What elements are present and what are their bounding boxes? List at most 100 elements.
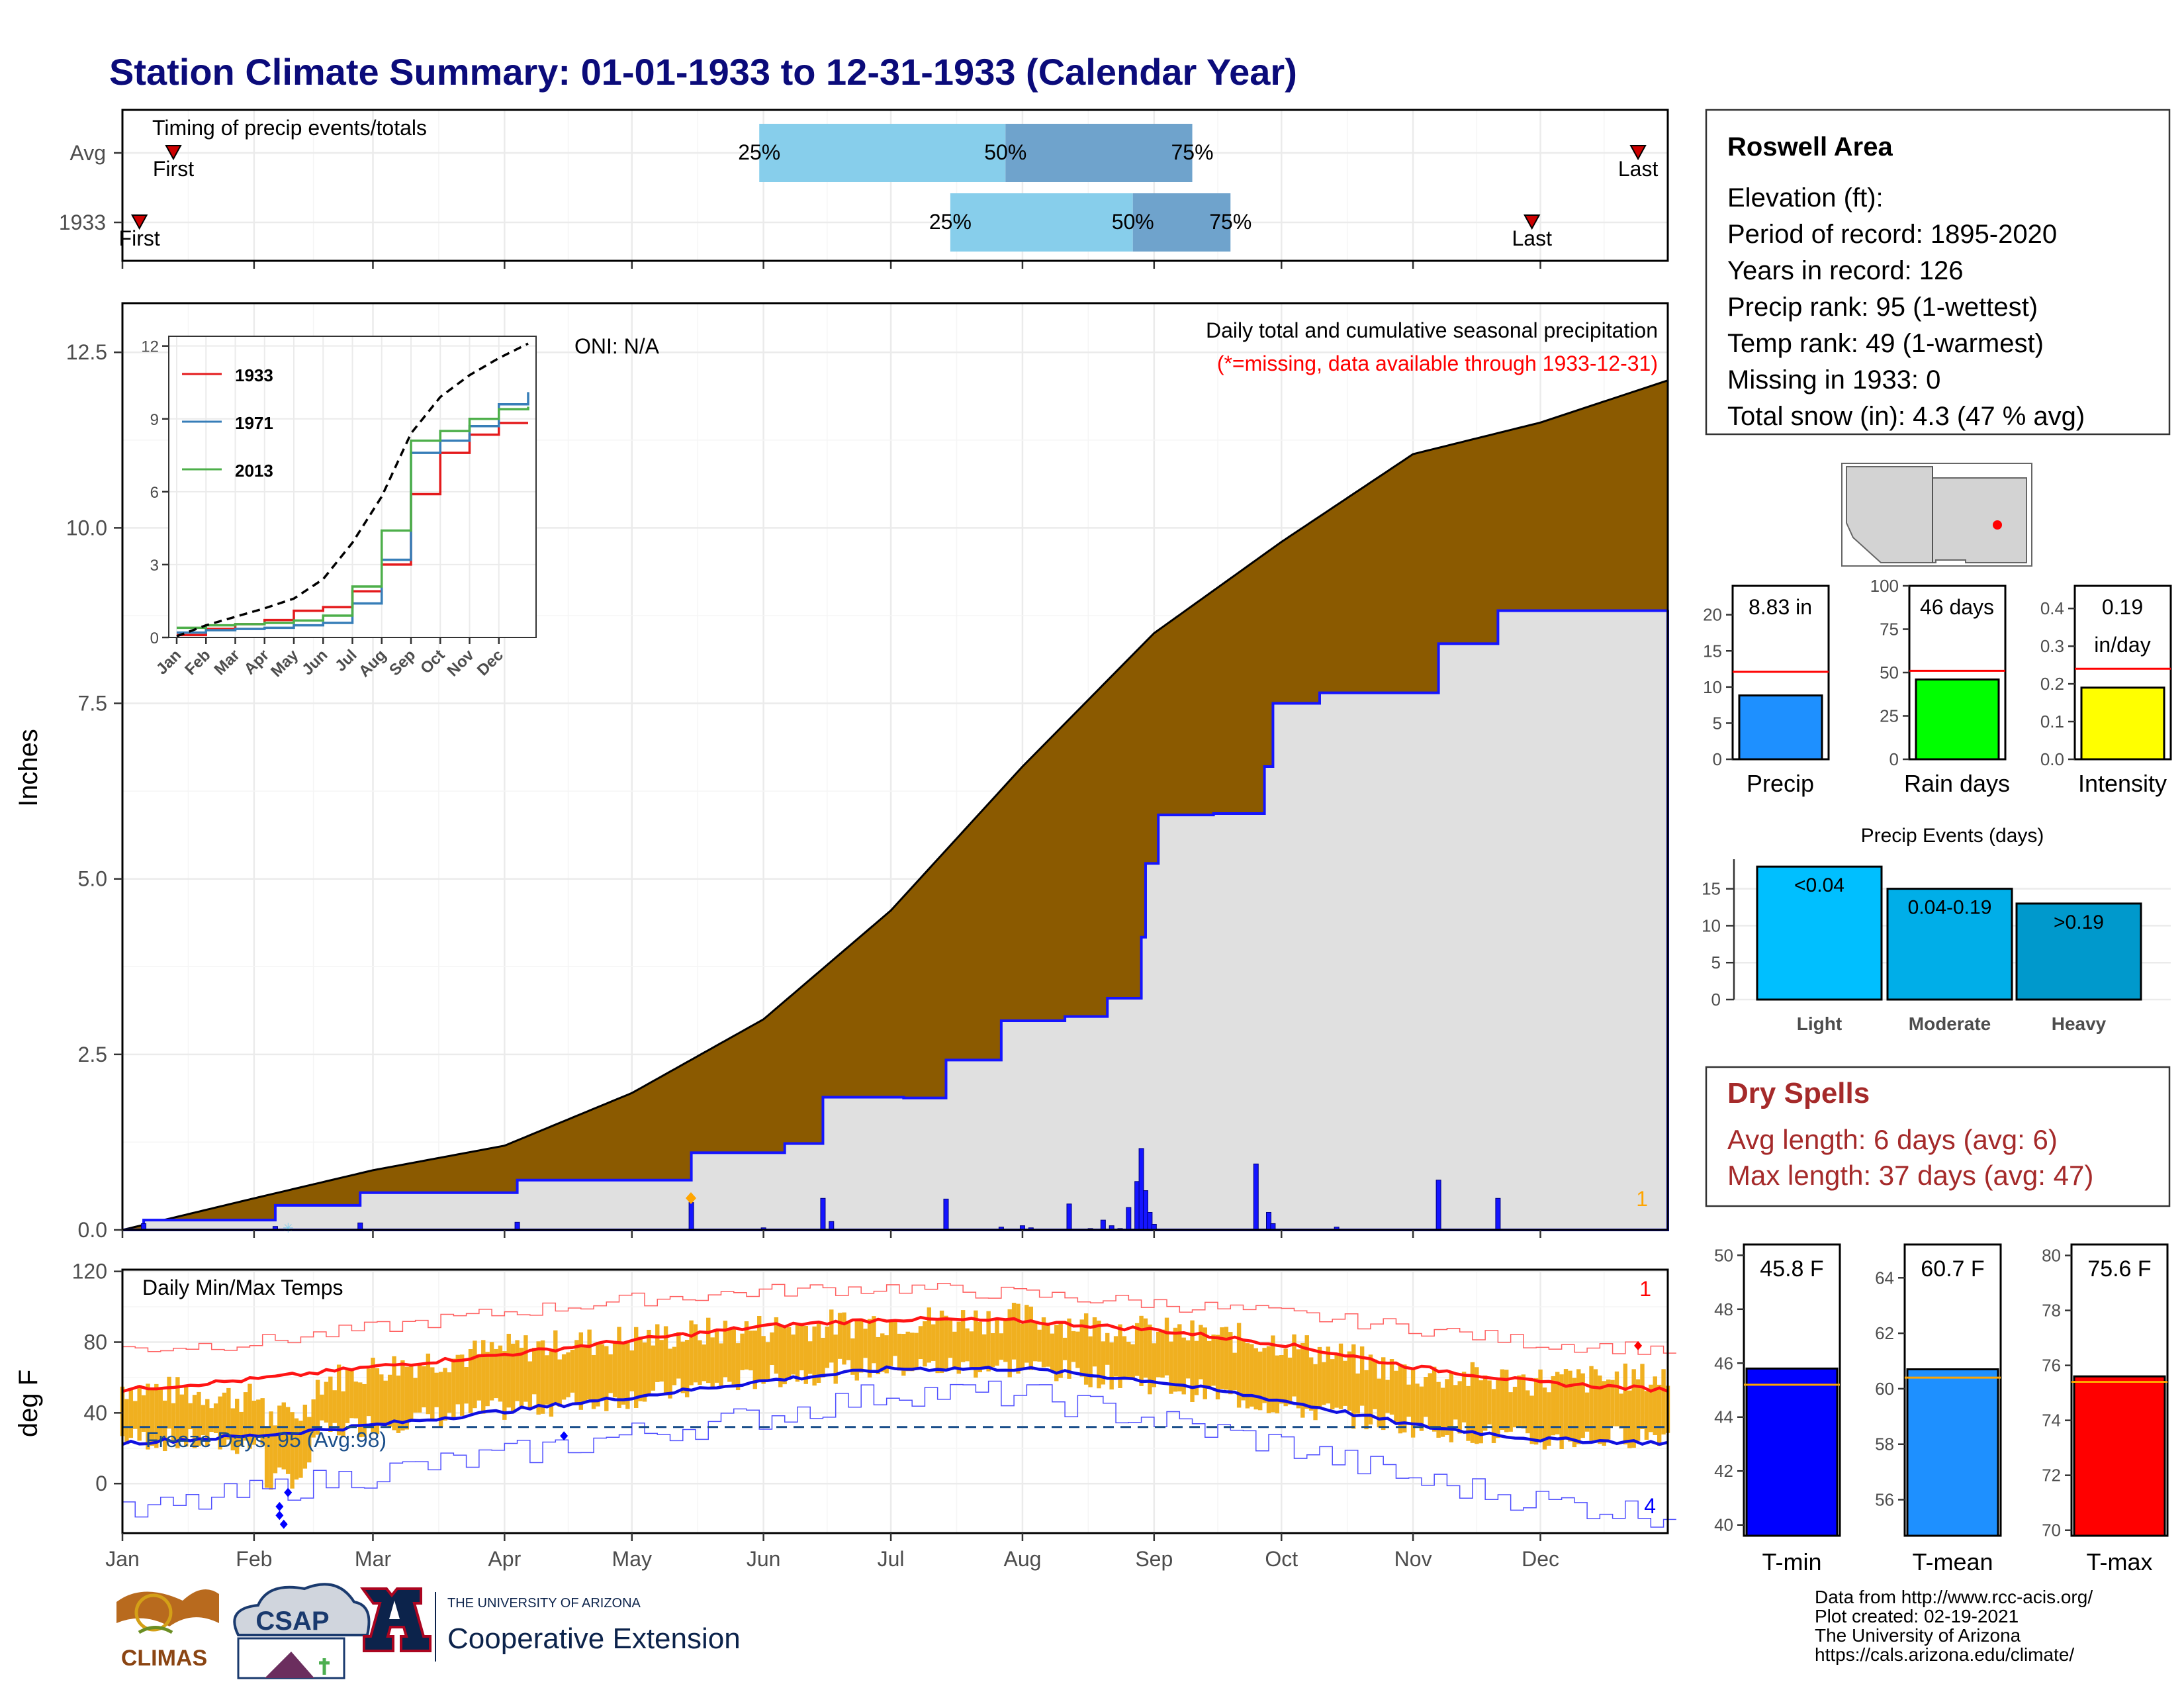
daily-temp-range-bar [366, 1368, 371, 1417]
daily-temp-range-bar [1287, 1357, 1293, 1405]
inset-line-2013 [177, 406, 529, 630]
daily-temp-range-bar [1614, 1371, 1619, 1427]
daily-temp-range-bar [888, 1321, 893, 1366]
daily-temp-range-bar [774, 1317, 779, 1374]
temp-summary-label: T-mean [1912, 1548, 1993, 1575]
daily-temp-range-bar [897, 1333, 902, 1371]
footer: Data from http://www.rcc-acis.org/Plot c… [116, 1583, 2093, 1679]
station-info-line: Years in record: 126 [1727, 256, 1964, 285]
daily-temp-range-bar [858, 1318, 864, 1373]
daily-temp-range-bar [693, 1324, 698, 1383]
daily-temp-range-bar [684, 1340, 690, 1397]
daily-temp-range-bar [222, 1392, 227, 1446]
daily-temp-range-bar [1266, 1346, 1271, 1413]
daily-temp-range-bar [723, 1321, 728, 1378]
daily-temp-range-bar [986, 1311, 991, 1372]
month-x-tick-label: May [612, 1547, 652, 1571]
daily-temp-range-bar [179, 1394, 185, 1440]
csap-logo: CSAP [233, 1583, 371, 1679]
daily-temp-range-bar [935, 1321, 940, 1374]
daily-temp-range-bar [498, 1345, 503, 1402]
daily-temp-range-bar [1097, 1321, 1101, 1389]
temp-summary-tick-label: 70 [2042, 1521, 2061, 1540]
daily-temp-range-bar [1623, 1363, 1628, 1445]
temp-summary-tick-label: 40 [1714, 1515, 1733, 1535]
daily-temp-range-bar [680, 1341, 685, 1393]
daily-temp-range-bar [459, 1354, 465, 1416]
daily-temp-range-bar [795, 1323, 800, 1382]
temp-summary-tick-label: 46 [1714, 1353, 1733, 1373]
daily-temp-range-bar [540, 1340, 545, 1414]
daily-temp-range-bar [328, 1376, 333, 1432]
small-bar-tick-label: 50 [1880, 663, 1899, 682]
daily-precip-bar [943, 1198, 949, 1231]
station-name: Roswell Area [1727, 132, 1893, 162]
temp-y-tick-label: 120 [72, 1260, 107, 1284]
daily-temp-range-bar [642, 1342, 647, 1402]
daily-temp-range-bar [184, 1387, 189, 1447]
events-title: Precip Events (days) [1861, 825, 2044, 847]
daily-temp-range-bar [1491, 1389, 1496, 1444]
daily-temp-range-bar [392, 1356, 396, 1430]
record-low-marker [560, 1431, 569, 1441]
daily-temp-range-bar [1326, 1346, 1331, 1404]
daily-temp-range-bar [1385, 1380, 1390, 1413]
daily-temp-range-bar [1517, 1375, 1522, 1427]
daily-temp-range-bar [1568, 1370, 1572, 1442]
daily-temp-range-bar [1126, 1341, 1131, 1380]
timing-label-75: 75% [1209, 210, 1251, 234]
daily-temp-range-bar [761, 1336, 766, 1384]
year-cumulative-precip-area [122, 609, 1669, 1231]
daily-temp-range-bar [863, 1329, 868, 1358]
record-min-count: 4 [1644, 1494, 1656, 1518]
daily-temp-range-bar [1037, 1329, 1042, 1362]
daily-temp-range-bar [256, 1399, 261, 1436]
daily-temp-range-bar [502, 1351, 507, 1420]
daily-temp-range-bar [672, 1346, 677, 1385]
csap-logo-text: CSAP [255, 1607, 329, 1636]
daily-temp-range-bar [791, 1335, 796, 1375]
daily-temp-range-bar [1296, 1349, 1301, 1409]
daily-temp-range-bar [1118, 1324, 1122, 1388]
daily-temp-range-bar [1453, 1385, 1458, 1420]
daily-temp-range-bar [396, 1376, 401, 1433]
daily-temp-range-bar [1122, 1336, 1127, 1380]
timing-title: Timing of precip events/totals [152, 116, 427, 140]
daily-temp-range-bar [591, 1354, 596, 1409]
locator-map [1841, 463, 2032, 567]
daily-temp-range-bar [1058, 1321, 1063, 1378]
temp-summary-tick-label: 42 [1714, 1461, 1733, 1481]
small-bar-tick-label: 0 [1889, 749, 1899, 769]
footer-line: Plot created: 02-19-2021 [1815, 1606, 2019, 1626]
daily-temp-range-bar [561, 1354, 567, 1400]
small-bar-tick-label: 0.4 [2040, 598, 2064, 618]
temp-summary-tick-label: 44 [1714, 1407, 1733, 1427]
station-info-line: Missing in 1933: 0 [1727, 365, 1940, 395]
raindays-bar-label: Rain days [1904, 770, 2010, 797]
daily-temp-range-bar [876, 1336, 881, 1375]
daily-temp-range-bar [918, 1326, 923, 1360]
daily-temp-range-bar [719, 1343, 723, 1387]
daily-temp-range-bar [298, 1421, 303, 1478]
daily-temp-range-bar [438, 1372, 443, 1427]
daily-temp-range-bar [1199, 1325, 1203, 1380]
daily-temp-range-bar [1232, 1352, 1237, 1391]
record-min-line [122, 1380, 1676, 1528]
daily-temp-range-bar [1475, 1367, 1479, 1444]
daily-temp-range-bar [1308, 1357, 1314, 1411]
daily-temp-range-bar [1644, 1391, 1649, 1440]
daily-temp-range-bar [358, 1382, 363, 1438]
daily-temp-range-bar [1653, 1376, 1657, 1435]
inset-legend: 1933 1971 2013 [182, 365, 273, 481]
daily-temp-range-bar [1572, 1378, 1577, 1448]
daily-temp-range-bar [1177, 1324, 1182, 1391]
temp-summary-tick-label: 64 [1875, 1268, 1894, 1288]
daily-temp-range-bar [1377, 1378, 1381, 1428]
temp-summary-tick-label: 74 [2042, 1411, 2061, 1430]
daily-temp-range-bar [578, 1332, 584, 1410]
daily-temp-range-bar [175, 1377, 180, 1448]
first-event-marker [130, 214, 148, 230]
daily-temp-range-bar [345, 1368, 350, 1423]
daily-temp-range-bar [612, 1341, 617, 1397]
intensity-bar-label: Intensity [2078, 770, 2167, 797]
